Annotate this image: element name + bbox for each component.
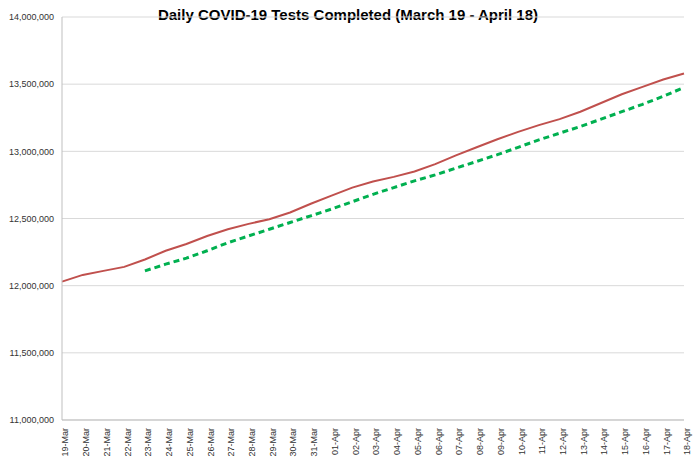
html-text:Daily COVID-19 Tests Completed: Daily COVID-19 Tests Completed (March 19… [157,6,538,23]
svg-text:02-Apr: 02-Apr [351,428,361,455]
svg-text:16-Apr: 16-Apr [641,428,651,455]
svg-text:15-Apr: 15-Apr [620,428,630,455]
svg-text:23-Mar: 23-Mar [143,428,153,457]
svg-text:14-Apr: 14-Apr [599,428,609,455]
svg-text:01-Apr: 01-Apr [330,428,340,455]
svg-text:12,000,000: 12,000,000 [9,281,54,291]
svg-text:08-Apr: 08-Apr [475,428,485,455]
svg-text:28-Mar: 28-Mar [247,428,257,457]
svg-text:04-Apr: 04-Apr [392,428,402,455]
svg-text:19-Mar: 19-Mar [60,428,70,457]
svg-text:20-Mar: 20-Mar [81,428,91,457]
svg-text:03-Apr: 03-Apr [371,428,381,455]
svg-text:25-Mar: 25-Mar [185,428,195,457]
svg-text:12-Apr: 12-Apr [558,428,568,455]
svg-text:22-Mar: 22-Mar [123,428,133,457]
svg-text:12,500,000: 12,500,000 [9,214,54,224]
svg-text:14,000,000: 14,000,000 [9,12,54,22]
svg-text:07-Apr: 07-Apr [454,428,464,455]
svg-text:13-Apr: 13-Apr [579,428,589,455]
svg-text:13,500,000: 13,500,000 [9,79,54,89]
svg-text:18-Apr: 18-Apr [682,428,688,455]
svg-text:24-Mar: 24-Mar [164,428,174,457]
svg-text:30-Mar: 30-Mar [288,428,298,457]
svg-text:13,000,000: 13,000,000 [9,147,54,157]
svg-text:10-Apr: 10-Apr [517,428,527,455]
svg-text:17-Apr: 17-Apr [662,428,672,455]
svg-text:09-Apr: 09-Apr [496,428,506,455]
svg-text:26-Mar: 26-Mar [206,428,216,457]
svg-text:27-Mar: 27-Mar [226,428,236,457]
svg-text:11,500,000: 11,500,000 [10,348,54,358]
svg-text:31-Mar: 31-Mar [309,428,319,457]
svg-text:06-Apr: 06-Apr [434,428,444,455]
svg-text:29-Mar: 29-Mar [268,428,278,457]
svg-text:11,000,000: 11,000,000 [10,415,54,425]
svg-text:11-Apr: 11-Apr [537,428,547,454]
svg-text:05-Apr: 05-Apr [413,428,423,455]
svg-text:21-Mar: 21-Mar [102,428,112,457]
